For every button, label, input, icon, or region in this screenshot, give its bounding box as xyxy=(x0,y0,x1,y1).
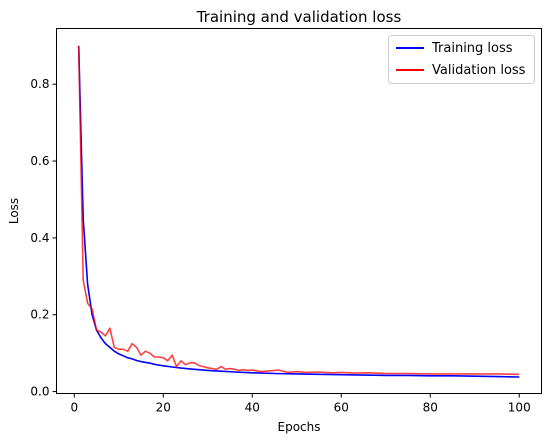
series-line-validation-loss xyxy=(77,45,520,376)
x-tick-label: 100 xyxy=(508,401,531,415)
series-line-training-loss xyxy=(77,45,520,378)
x-tick-label: 0 xyxy=(70,401,78,415)
legend-box xyxy=(388,35,535,84)
y-axis-label: Loss xyxy=(7,198,21,224)
legend: Training loss Validation loss xyxy=(388,35,535,84)
legend-label-validation: Validation loss xyxy=(432,63,526,78)
y-tick-label: 0.8 xyxy=(30,77,49,91)
x-axis-label: Epochs xyxy=(278,420,321,434)
legend-label-training: Training loss xyxy=(431,41,513,56)
x-tick-label: 40 xyxy=(245,401,260,415)
y-tick-label: 0.2 xyxy=(30,308,49,322)
y-axis-ticks: 0.0 0.2 0.4 0.6 0.8 xyxy=(30,77,57,399)
x-tick-label: 80 xyxy=(423,401,438,415)
plot-layer xyxy=(77,45,520,378)
y-tick-label: 0.4 xyxy=(30,231,49,245)
plot-frame xyxy=(56,28,542,394)
chart-title: Training and validation loss xyxy=(196,8,402,26)
x-tick-label: 20 xyxy=(156,401,171,415)
y-tick-label: 0.6 xyxy=(30,154,49,168)
x-axis-ticks: 0 20 40 60 80 100 xyxy=(70,393,531,415)
y-tick-label: 0.0 xyxy=(30,385,49,399)
x-tick-label: 60 xyxy=(334,401,349,415)
